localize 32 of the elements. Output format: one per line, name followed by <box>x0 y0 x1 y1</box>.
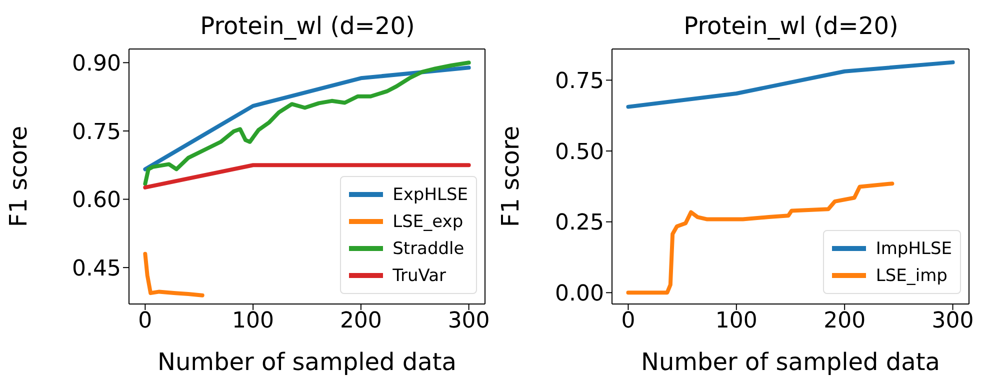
y-tick-label: 0.90 <box>72 51 121 76</box>
y-tick-label: 0.45 <box>72 256 121 282</box>
line-series <box>143 252 204 298</box>
legend-label: ImpHLSE <box>876 238 952 258</box>
y-tick-label: 0.75 <box>72 120 121 145</box>
line-series <box>143 60 471 186</box>
x-tick-label: 200 <box>340 308 382 334</box>
legend-label: LSE_exp <box>392 212 464 232</box>
legend-label: Straddle <box>392 238 464 258</box>
chart-title: Protein_wl (d=20) <box>682 12 900 40</box>
x-axis-title: Number of sampled data <box>158 348 456 376</box>
x-tick-label: 0 <box>621 308 636 334</box>
line-series <box>626 60 955 109</box>
x-axis-title: Number of sampled data <box>641 348 940 376</box>
x-tick-label: 100 <box>715 308 758 334</box>
x-tick-label: 300 <box>448 308 490 334</box>
y-tick-label: 0.50 <box>555 140 604 165</box>
line-series <box>143 66 471 172</box>
legend-label: TruVar <box>392 266 446 286</box>
legend-label: ExpHLSE <box>392 184 468 204</box>
x-tick-label: 300 <box>932 308 974 334</box>
x-tick-label: 200 <box>824 308 866 334</box>
legend-label: LSE_imp <box>876 266 948 286</box>
y-tick-label: 0.75 <box>555 68 604 94</box>
chart-title: Protein_wl (d=20) <box>199 12 416 40</box>
y-tick-label: 0.60 <box>72 188 121 214</box>
x-tick-label: 100 <box>232 308 274 334</box>
y-tick-label: 0.00 <box>555 281 604 306</box>
x-tick-label: 0 <box>138 308 152 334</box>
y-axis-title: F1 score <box>496 126 525 228</box>
y-axis-title: F1 score <box>4 126 33 228</box>
y-tick-label: 0.25 <box>555 210 604 236</box>
